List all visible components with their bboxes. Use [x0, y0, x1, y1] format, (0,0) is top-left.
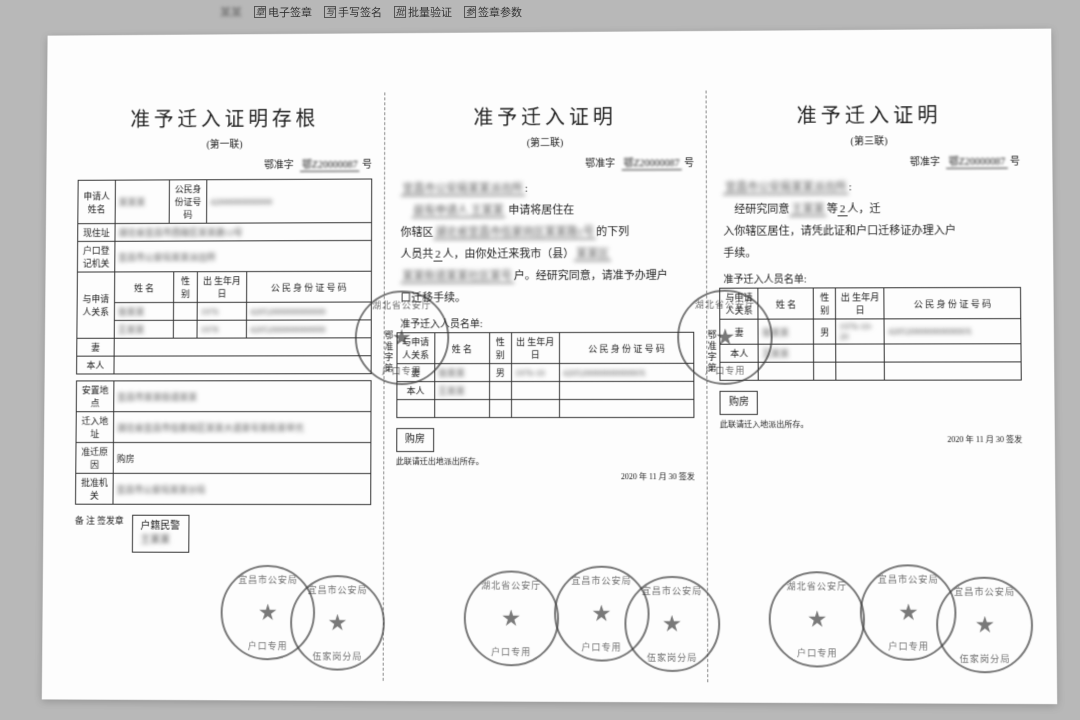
toolbar-btn-1[interactable]: 章电子签章 — [254, 4, 312, 20]
doc1-persons-table: 与申请人关系 姓 名 性别 出 生年月日 公 民 身 份 证 号 码 张某某19… — [76, 271, 371, 339]
doc1-upper-table: 申请人姓名 某某某 公民身份证号码 42000000000000 现住址 湖北省… — [77, 179, 372, 273]
doc3-note1: 此联请迁入地派出所存。 — [720, 419, 1022, 430]
doc3-reason-box: 购房 — [720, 391, 758, 415]
doc3-body: 宜昌市公安局某某派出所: 经研究同意王某某等2人，迁 入你辖区居住，请凭此证和户… — [723, 176, 1017, 265]
doc1-lower-table: 安置地点宜昌市某某街道某某 迁入地址湖北省宜昌市伍家岗区某某大道某号某栋某单元 … — [75, 380, 371, 505]
doc3-persons-table: 与申请人关系 姓 名 性别 出 生年月日 公 民 身 份 证 号 码 妻张某某男… — [720, 287, 1022, 381]
doc3-note2: 2020 年 11 月 30 签发 — [720, 434, 1022, 445]
doc1-serial: 鄂准字 鄂Z20000087 号 — [78, 156, 372, 172]
stamp-city-3: 宜昌市公安局 户口专用 — [860, 564, 957, 661]
gear-icon: 参 — [464, 6, 476, 18]
doc1-sigbox: 户籍民警 王某某 — [131, 515, 189, 553]
doc2-body: 宜昌市公安局某某派出所: 兹有申请人 王某某 申请将居住在 你辖区湖北省宜昌市伍… — [400, 177, 690, 309]
toolbar-btn-2[interactable]: 写手写签名 — [324, 4, 382, 20]
toolbar-btn-3[interactable]: 批批量验证 — [394, 4, 452, 20]
stamp-province-2b: 湖北省公安厅 户口专用 — [463, 570, 558, 666]
toolbar-btn-4[interactable]: 参签章参数 — [464, 4, 522, 20]
doc2-sec-label: 准予迁入人员名单: — [400, 315, 694, 331]
doc2-reason-box: 购房 — [396, 428, 434, 452]
doc3-vlabel: 鄂准字第 — [706, 330, 719, 374]
doc2-footer: 购房 此联请迁出地派出所存。 2020 年 11 月 30 签发 — [396, 428, 695, 482]
doc2-persons-table: 与申请人关系 姓 名 性别 出 生年月日 公 民 身 份 证 号 码 妻张某某男… — [396, 332, 695, 418]
stamp-branch-2: 宜昌市公安局 伍家岗分局 — [624, 576, 720, 672]
certificate-copy-3: 鄂准字第 准予迁入证明 (第三联) 鄂准字 鄂Z20000087 号 宜昌市公安… — [707, 89, 1037, 684]
batch-icon: 批 — [394, 6, 406, 18]
document-page: 准予迁入证明存根 (第一联) 鄂准字 鄂Z20000087 号 申请人姓名 某某… — [42, 29, 1057, 705]
doc2-vlabel: 鄂准字第 — [382, 330, 395, 374]
app-toolbar: 某某 章电子签章 写手写签名 批批量验证 参签章参数 — [220, 2, 1060, 22]
doc2-title: 准予迁入证明 — [397, 101, 694, 131]
stamp-icon: 章 — [254, 6, 266, 18]
stamp-city-1: 宜昌市公安局 户口专用 — [220, 565, 315, 661]
doc3-footer: 购房 此联请迁入地派出所存。 2020 年 11 月 30 签发 — [720, 391, 1022, 446]
stamp-province-3b: 湖北省公安厅 户口专用 — [769, 571, 866, 668]
doc1-sub: (第一联) — [78, 135, 372, 151]
doc2-note2: 2020 年 11 月 30 签发 — [396, 471, 695, 482]
doc2-serial: 鄂准字 鄂Z20000087 号 — [397, 154, 694, 170]
certificate-copy-1: 准予迁入证明存根 (第一联) 鄂准字 鄂Z20000087 号 申请人姓名 某某… — [62, 92, 385, 680]
doc3-sec-label: 准予迁入人员名单: — [723, 270, 1021, 286]
certificate-copy-2: 鄂准字第 准予迁入证明 (第二联) 鄂准字 鄂Z20000087 号 宜昌市公安… — [383, 91, 708, 683]
toolbar-blur: 某某 — [220, 4, 242, 20]
doc2-note1: 此联请迁出地派出所存。 — [396, 456, 695, 467]
stamp-branch-1: 宜昌市公安局 伍家岗分局 — [290, 575, 385, 671]
doc3-sub: (第三联) — [719, 132, 1020, 148]
pen-icon: 写 — [324, 6, 336, 18]
doc1-footer: 备 注 签发章 户籍民警 王某某 — [75, 515, 371, 554]
stamp-branch-3: 宜昌市公安局 伍家岗分局 — [936, 577, 1034, 674]
doc1-title: 准予迁入证明存根 — [78, 102, 372, 132]
doc3-title: 准予迁入证明 — [719, 99, 1020, 130]
doc1-footnote: 备 注 签发章 — [75, 515, 124, 529]
doc1-rel-side: 妻 本人 — [76, 337, 371, 374]
doc3-serial: 鄂准字 鄂Z20000087 号 — [719, 153, 1020, 169]
stamp-city-2: 宜昌市公安局 户口专用 — [554, 566, 650, 662]
doc2-sub: (第二联) — [397, 133, 694, 149]
